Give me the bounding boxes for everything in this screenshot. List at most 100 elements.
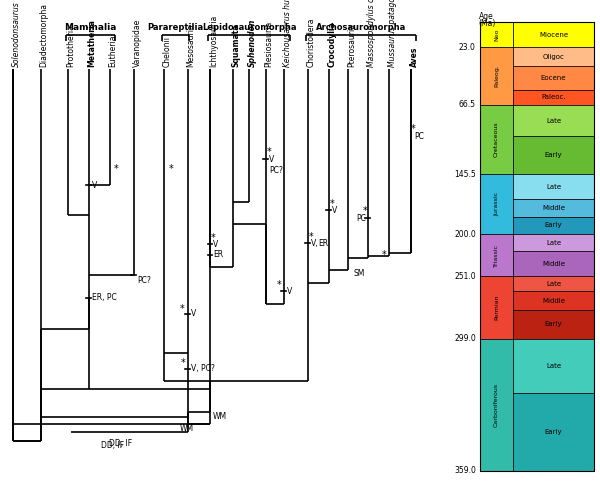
Bar <box>513 22 594 47</box>
Text: *: * <box>267 147 272 157</box>
Text: Late: Late <box>546 184 561 190</box>
Text: Early: Early <box>545 429 562 435</box>
Text: Late: Late <box>546 363 561 369</box>
Bar <box>513 47 594 66</box>
Text: ER: ER <box>213 250 223 259</box>
Text: Late: Late <box>546 281 561 287</box>
Text: *: * <box>410 124 415 134</box>
Text: 23.0: 23.0 <box>459 43 476 52</box>
Text: 359.0: 359.0 <box>454 466 476 475</box>
Text: DD, IF: DD, IF <box>109 439 133 448</box>
Text: Late: Late <box>546 118 561 124</box>
Text: Middle: Middle <box>542 261 565 267</box>
Bar <box>480 22 594 471</box>
Text: Oligoc: Oligoc <box>542 53 565 60</box>
Text: ER, PC: ER, PC <box>92 293 116 302</box>
Text: Jurassic: Jurassic <box>494 192 499 216</box>
Bar <box>480 105 513 174</box>
Text: Early: Early <box>545 222 562 229</box>
Text: Mesosauria: Mesosauria <box>187 23 196 67</box>
Bar <box>513 66 594 90</box>
Bar <box>513 251 594 276</box>
Text: Squamata: Squamata <box>232 23 241 67</box>
Bar <box>480 22 513 47</box>
Text: Eutheria: Eutheria <box>109 34 118 67</box>
Text: V: V <box>213 240 218 249</box>
Bar <box>480 174 513 234</box>
Text: Crocodylia: Crocodylia <box>328 21 337 67</box>
Text: PC: PC <box>415 132 424 141</box>
Text: *: * <box>114 164 119 174</box>
Text: Archosauromorpha: Archosauromorpha <box>316 23 406 32</box>
Text: *: * <box>169 164 173 174</box>
Text: Parareptilia: Parareptilia <box>148 23 203 32</box>
Text: SM: SM <box>354 269 365 278</box>
Text: Choristodera: Choristodera <box>307 17 316 67</box>
Text: Early: Early <box>545 321 562 327</box>
Bar <box>513 217 594 234</box>
Text: Ichthyosauria: Ichthyosauria <box>209 14 218 67</box>
Text: V: V <box>92 181 97 190</box>
Text: Prototheria: Prototheria <box>67 24 76 67</box>
Bar <box>480 339 513 471</box>
Text: Early: Early <box>545 152 562 158</box>
Text: *: * <box>277 280 282 290</box>
Text: 299.0: 299.0 <box>454 334 476 343</box>
Bar <box>513 136 594 174</box>
Text: Plesiosauria: Plesiosauria <box>265 20 274 67</box>
Text: Carboniferous: Carboniferous <box>494 382 499 427</box>
Bar <box>513 234 594 251</box>
Text: 200.0: 200.0 <box>454 230 476 239</box>
Text: Middle: Middle <box>542 205 565 211</box>
Text: Metatheria: Metatheria <box>88 19 97 67</box>
Text: *: * <box>382 250 387 260</box>
Text: *: * <box>362 206 367 216</box>
Text: Mammalia: Mammalia <box>64 23 117 32</box>
Text: Massospondylus carinatus: Massospondylus carinatus <box>367 0 376 67</box>
Text: Chelonii: Chelonii <box>163 36 172 67</box>
Text: PC: PC <box>356 214 365 223</box>
Text: V: V <box>269 155 274 164</box>
Bar <box>513 90 594 105</box>
Text: 66.5: 66.5 <box>459 100 476 109</box>
Text: Lepidosauromorpha: Lepidosauromorpha <box>202 23 296 32</box>
Text: PC?: PC? <box>137 276 151 285</box>
Text: V: V <box>191 309 196 318</box>
Text: Varanopidae: Varanopidae <box>133 18 142 67</box>
Text: Sphenodon: Sphenodon <box>248 18 257 67</box>
Bar <box>513 105 594 136</box>
Text: Paleoc.: Paleoc. <box>541 94 566 100</box>
Text: WM: WM <box>180 424 194 433</box>
Text: Age: Age <box>479 12 494 21</box>
Text: ER: ER <box>319 239 329 248</box>
Text: Cretaceous: Cretaceous <box>494 122 499 157</box>
Bar <box>513 276 594 291</box>
Text: (Ma): (Ma) <box>479 19 496 28</box>
Bar <box>513 199 594 217</box>
Bar <box>513 291 594 310</box>
Bar <box>513 310 594 339</box>
Text: V: V <box>287 287 292 296</box>
Text: WM: WM <box>213 412 227 421</box>
Text: Permian: Permian <box>494 295 499 320</box>
Text: Triassic: Triassic <box>494 244 499 267</box>
Text: *: * <box>211 233 216 243</box>
Text: Mussaurus patagonicus: Mussaurus patagonicus <box>388 0 397 67</box>
Text: V,: V, <box>311 239 319 248</box>
Text: *: * <box>181 358 185 368</box>
Bar <box>480 276 513 339</box>
Text: *: * <box>180 304 185 314</box>
Text: *: * <box>330 199 335 209</box>
Text: Miocene: Miocene <box>539 32 568 38</box>
Text: Solenodonsaurus: Solenodonsaurus <box>12 1 21 67</box>
Text: 145.5: 145.5 <box>454 170 476 179</box>
Bar <box>513 393 594 471</box>
Text: Late: Late <box>546 240 561 246</box>
Text: 251.0: 251.0 <box>454 272 476 281</box>
Bar <box>480 47 513 105</box>
Text: V: V <box>332 206 337 215</box>
Bar <box>480 234 513 276</box>
Text: Diadectomorpha: Diadectomorpha <box>40 2 49 67</box>
Text: Eocene: Eocene <box>541 75 566 81</box>
Text: *: * <box>309 232 314 242</box>
